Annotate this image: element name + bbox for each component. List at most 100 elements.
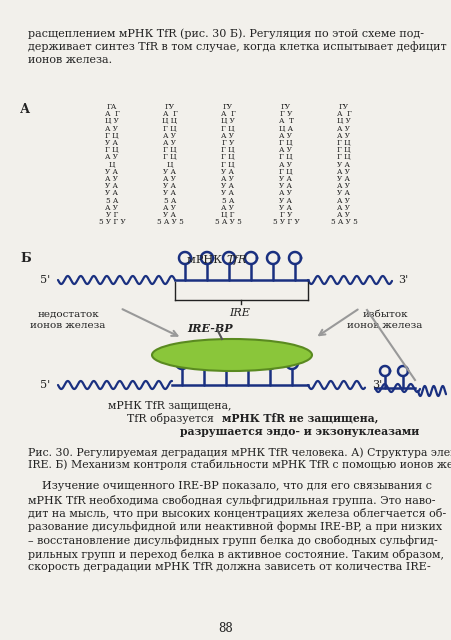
Text: 5 А У 5: 5 А У 5	[330, 218, 357, 226]
Text: А У: А У	[105, 125, 118, 132]
Text: Ц У: Ц У	[336, 117, 350, 125]
Text: А У: А У	[163, 175, 176, 183]
Text: ГУ: ГУ	[281, 103, 290, 111]
Text: Ц У: Ц У	[221, 117, 235, 125]
Text: Г Ц: Г Ц	[163, 146, 176, 154]
Text: Г Ц: Г Ц	[221, 125, 234, 132]
Text: IRE-BP: IRE-BP	[187, 323, 232, 334]
Text: Ц: Ц	[109, 161, 115, 168]
Text: У А: У А	[221, 168, 234, 176]
Text: У А: У А	[163, 189, 176, 197]
Text: Г Ц: Г Ц	[163, 125, 176, 132]
Ellipse shape	[152, 339, 311, 371]
Text: А У: А У	[337, 196, 350, 205]
Text: У А: У А	[337, 189, 350, 197]
Text: Г Ц: Г Ц	[279, 168, 292, 176]
Text: Ц Г: Ц Г	[221, 211, 234, 219]
Text: У А: У А	[163, 168, 176, 176]
Text: Г У: Г У	[279, 110, 291, 118]
Text: Г Ц: Г Ц	[105, 132, 119, 140]
Text: А У: А У	[279, 161, 292, 168]
Text: Г Ц: Г Ц	[336, 139, 350, 147]
Text: А У: А У	[279, 189, 292, 197]
Text: 5 А У 5: 5 А У 5	[156, 218, 183, 226]
Text: А У: А У	[337, 211, 350, 219]
Text: А У: А У	[221, 204, 234, 212]
Text: А  Т: А Т	[278, 117, 293, 125]
Text: А У: А У	[337, 204, 350, 212]
Text: А: А	[20, 103, 30, 116]
Text: У А: У А	[279, 182, 292, 190]
Text: 5': 5'	[40, 380, 50, 390]
Text: скорость деградации мРНК TfR должна зависеть от количества IRE-: скорость деградации мРНК TfR должна зави…	[28, 562, 430, 572]
Text: мРНК TfR защищена,
TfR образуется: мРНК TfR защищена, TfR образуется	[108, 400, 231, 424]
Text: А  Г: А Г	[336, 110, 351, 118]
Text: А  Г: А Г	[220, 110, 235, 118]
Text: А  Г: А Г	[162, 110, 177, 118]
Text: держивает синтез TfR в том случае, когда клетка испытывает дефицит: держивает синтез TfR в том случае, когда…	[28, 42, 446, 52]
Text: А У: А У	[163, 132, 176, 140]
Text: Г Ц: Г Ц	[221, 161, 234, 168]
Text: У А: У А	[105, 182, 118, 190]
Text: У А: У А	[279, 204, 292, 212]
Text: Г Ц: Г Ц	[279, 139, 292, 147]
Text: – восстановление дисульфидных групп белка до свободных сульфгид-: – восстановление дисульфидных групп белк…	[28, 535, 437, 546]
Text: У А: У А	[221, 182, 234, 190]
Text: ГА: ГА	[106, 103, 117, 111]
Text: А У: А У	[279, 146, 292, 154]
Text: А У: А У	[337, 168, 350, 176]
Text: Г Ц: Г Ц	[279, 154, 292, 161]
Text: Рис. 30. Регулируемая деградация мРНК TfR человека. А) Структура элемента: Рис. 30. Регулируемая деградация мРНК Tf…	[28, 447, 451, 458]
Text: Г Ц: Г Ц	[163, 154, 176, 161]
Text: Г Ц: Г Ц	[221, 146, 234, 154]
Text: Изучение очищенного IRE-BP показало, что для его связывания с: Изучение очищенного IRE-BP показало, что…	[28, 481, 431, 491]
Text: Ц У: Ц У	[105, 117, 119, 125]
Text: Г Ц: Г Ц	[336, 146, 350, 154]
Text: А У: А У	[337, 132, 350, 140]
Text: У А: У А	[105, 189, 118, 197]
Text: У А: У А	[337, 161, 350, 168]
Text: ионов железа.: ионов железа.	[28, 55, 112, 65]
Text: У А: У А	[279, 175, 292, 183]
Text: ГУ: ГУ	[165, 103, 175, 111]
Text: У А: У А	[337, 175, 350, 183]
Text: У А: У А	[105, 139, 118, 147]
Text: 5': 5'	[40, 275, 50, 285]
Text: ГУ: ГУ	[338, 103, 348, 111]
Text: А У: А У	[279, 132, 292, 140]
Text: 5 А: 5 А	[221, 196, 234, 205]
Text: А У: А У	[105, 154, 118, 161]
Text: 3': 3'	[397, 275, 407, 285]
Text: ГУ: ГУ	[222, 103, 233, 111]
Text: Г У: Г У	[221, 139, 234, 147]
Text: А У: А У	[105, 175, 118, 183]
Text: IRE. Б) Механизм контроля стабильности мРНК TfR с помощью ионов железа.: IRE. Б) Механизм контроля стабильности м…	[28, 459, 451, 470]
Text: А У: А У	[337, 125, 350, 132]
Text: Г У: Г У	[279, 211, 291, 219]
Text: мРНК TfR необходима свободная сульфгидрильная группа. Это наво-: мРНК TfR необходима свободная сульфгидри…	[28, 495, 434, 506]
Text: Г Ц: Г Ц	[336, 154, 350, 161]
Text: У А: У А	[163, 182, 176, 190]
Text: Г Ц: Г Ц	[105, 146, 119, 154]
Text: недостаток
ионов железа: недостаток ионов железа	[30, 310, 106, 330]
Text: У Г: У Г	[106, 211, 118, 219]
Text: Б: Б	[20, 252, 31, 265]
Text: А  Г: А Г	[104, 110, 119, 118]
Text: разование дисульфидной или неактивной формы IRE-BP, а при низких: разование дисульфидной или неактивной фо…	[28, 522, 441, 532]
Text: А У: А У	[163, 139, 176, 147]
Text: мРНК: мРНК	[187, 255, 226, 265]
Text: рильных групп и переход белка в активное состояние. Таким образом,: рильных групп и переход белка в активное…	[28, 548, 443, 559]
Text: Ц Ц: Ц Ц	[162, 117, 177, 125]
Text: 5 У Г У: 5 У Г У	[272, 218, 299, 226]
Text: 3': 3'	[371, 380, 382, 390]
Text: 5 А: 5 А	[106, 196, 118, 205]
Text: А У: А У	[337, 182, 350, 190]
Text: Г Ц: Г Ц	[221, 154, 234, 161]
Text: 5 А: 5 А	[163, 196, 176, 205]
Text: А У: А У	[163, 204, 176, 212]
Text: Ц А: Ц А	[278, 125, 292, 132]
Text: избыток
ионов железа: избыток ионов железа	[346, 310, 422, 330]
Text: А У: А У	[105, 204, 118, 212]
Text: TfR: TfR	[226, 255, 246, 265]
Text: 88: 88	[218, 622, 233, 635]
